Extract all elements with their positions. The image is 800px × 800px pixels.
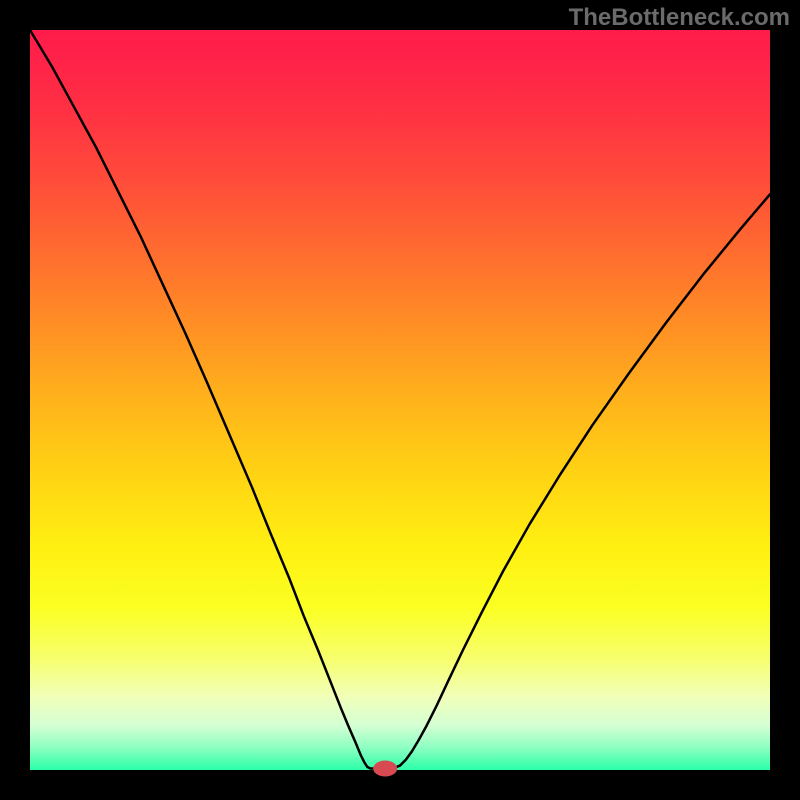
- chart-frame: TheBottleneck.com: [0, 0, 800, 800]
- bottleneck-chart: [0, 0, 800, 800]
- optimal-point-marker: [373, 761, 397, 777]
- watermark-text: TheBottleneck.com: [569, 4, 790, 32]
- plot-background: [30, 30, 770, 770]
